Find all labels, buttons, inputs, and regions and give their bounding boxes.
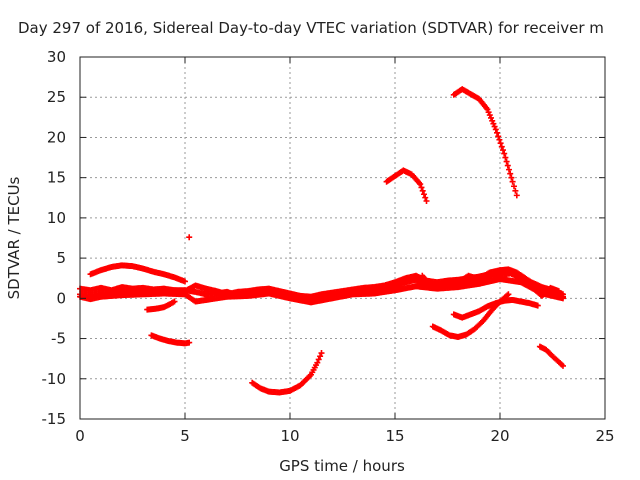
data-point [485,109,492,116]
x-tick-label: 20 [490,427,509,445]
data-point [507,170,514,177]
y-tick-label: 5 [56,249,66,267]
data-point [560,362,566,369]
data-point [503,158,510,165]
data-point [489,117,496,124]
data-point [505,291,512,298]
data-point [418,184,425,191]
y-tick-label: -5 [51,330,66,348]
data-point [496,136,503,143]
data-point [497,140,504,147]
data-point [494,129,500,136]
data-point [500,147,506,154]
data-point [534,302,541,309]
chart-title: Day 297 of 2016, Sidereal Day-to-day VTE… [18,19,604,37]
data-point [498,143,505,150]
data-point [512,187,519,194]
y-tick-label: 15 [47,169,66,187]
data-point [560,295,566,302]
data-point [417,181,424,188]
segment-5 [148,332,193,347]
y-tick-label: 10 [47,209,66,227]
data-point [513,192,520,199]
segment-3 [87,262,188,285]
segment-12 [536,343,566,369]
data-point [504,292,511,299]
x-tick-label: 5 [180,427,190,445]
y-axis-label: SDTVAR / TECUs [5,176,23,299]
data-point [511,183,517,190]
data-points [77,86,566,396]
data-point [420,191,427,198]
data-point [506,166,512,173]
data-point [317,353,324,360]
data-point [171,298,178,305]
segment-7 [249,350,325,396]
x-axis-label: GPS time / hours [279,457,405,475]
data-point [315,356,322,363]
data-point [419,187,426,194]
data-point [318,350,325,357]
data-point [504,162,511,169]
data-point [186,234,193,241]
data-point [509,178,516,185]
segment-13 [413,266,562,299]
segment-6 [186,234,193,241]
data-point [422,194,429,201]
y-tick-label: -10 [42,370,67,388]
segment-11 [450,296,541,321]
data-point [186,339,193,346]
data-point [501,150,508,157]
data-point [314,359,321,366]
data-point [555,288,562,295]
x-tick-label: 15 [385,427,404,445]
axis-tick-labels: 0 5 10 15 20 25 -15 -10 -5 0 5 10 15 20 25 30 [42,48,615,445]
x-tick-label: 10 [280,427,299,445]
data-point [423,197,430,204]
y-tick-label: 0 [56,289,66,307]
segment-9 [450,86,520,199]
axis-ticks [79,56,606,420]
grid-lines [80,57,605,419]
y-tick-label: 25 [47,88,66,106]
y-tick-label: 30 [47,48,66,66]
data-point [495,133,502,140]
data-point [182,278,188,285]
plot-frame [79,56,606,420]
segment-4 [144,298,178,313]
y-tick-label: -15 [42,410,67,428]
y-tick-label: 20 [47,128,66,146]
x-tick-label: 25 [595,427,614,445]
data-point [491,123,498,130]
data-point [508,174,515,181]
data-point [502,154,509,161]
x-tick-label: 0 [75,427,85,445]
data-point [492,126,499,133]
segment-8 [383,167,430,204]
